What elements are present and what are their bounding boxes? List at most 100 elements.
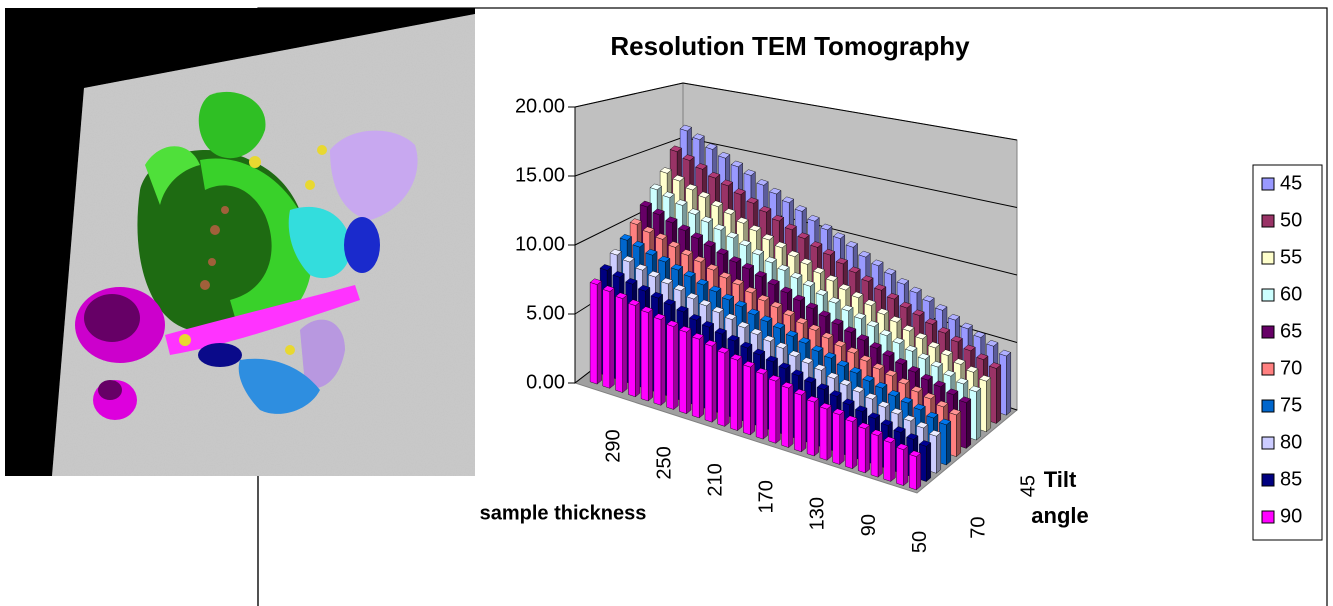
bar <box>666 324 674 410</box>
x-axis-title: sample thickness <box>480 502 647 524</box>
x-tick-label: 290 <box>602 429 624 462</box>
bar-side <box>877 431 883 478</box>
bar-side <box>1006 351 1011 416</box>
bar-side <box>622 294 628 394</box>
x-tick-label: 210 <box>705 463 727 496</box>
bar <box>602 289 610 389</box>
bar-side <box>609 287 615 389</box>
legend-swatch <box>1261 510 1275 524</box>
x-tick-label: 50 <box>909 531 931 553</box>
legend-swatch <box>1261 362 1275 376</box>
bar <box>653 317 662 406</box>
bar <box>819 406 828 461</box>
z-tick-label: 70 <box>967 517 989 539</box>
bar <box>858 426 866 474</box>
bar-side <box>596 280 602 385</box>
bar <box>909 454 917 491</box>
y-tick-label: 0.00 <box>526 371 565 393</box>
bar-side <box>956 410 961 458</box>
bar <box>896 447 904 486</box>
bar-side <box>976 387 981 441</box>
legend-swatch <box>1261 473 1275 487</box>
chart-title: Resolution TEM Tomography <box>610 31 970 61</box>
bar-side <box>916 452 921 491</box>
bar-side <box>686 328 692 415</box>
bar-side <box>903 445 909 487</box>
x-tick-label: 250 <box>654 446 676 479</box>
legend-swatch <box>1261 288 1275 302</box>
bar <box>806 399 815 457</box>
grid-line <box>574 82 1018 141</box>
bar-side <box>814 398 819 457</box>
bar-side <box>852 417 858 470</box>
bar-side <box>750 363 755 436</box>
bar-side <box>946 420 951 466</box>
y-tick-label: 10.00 <box>515 233 565 255</box>
bar-side <box>724 349 730 427</box>
legend-swatch <box>1261 214 1275 228</box>
bar-side <box>966 398 971 449</box>
bar <box>679 329 687 414</box>
bar-side <box>890 438 896 482</box>
depth-axis-title: Tilt angle <box>1031 467 1089 528</box>
legend: 45 50 55 60 65 70 75 80 85 90 <box>1252 164 1323 541</box>
bar-side <box>936 432 941 474</box>
bar-side <box>926 442 931 483</box>
x-tick-label: 170 <box>756 480 778 513</box>
bar <box>845 419 853 469</box>
bar <box>628 303 636 398</box>
legend-label: 90 <box>1280 505 1302 527</box>
bar-side <box>699 335 704 419</box>
legend-label: 55 <box>1280 246 1302 268</box>
bar <box>883 440 891 482</box>
bar-side <box>788 384 794 449</box>
bar-side <box>839 410 845 465</box>
bar <box>589 282 598 385</box>
bar-side <box>986 377 991 433</box>
bar-side <box>826 405 832 461</box>
bar <box>794 392 802 453</box>
legend-label: 60 <box>1280 283 1302 305</box>
bar-side <box>635 301 641 398</box>
y-tick-label: 20.00 <box>515 95 565 117</box>
legend-swatch <box>1261 177 1275 191</box>
legend-swatch <box>1261 399 1275 413</box>
bar <box>870 433 879 478</box>
bar <box>640 310 649 402</box>
bar-side <box>660 315 666 406</box>
bar <box>692 336 700 419</box>
legend-label: 70 <box>1280 357 1302 379</box>
bar-side <box>801 391 807 453</box>
x-tick-label: 130 <box>807 497 829 530</box>
bar <box>730 357 738 431</box>
legend-label: 85 <box>1280 468 1302 490</box>
z-tick-label: 45 <box>1017 475 1039 497</box>
legend-label: 65 <box>1280 320 1302 342</box>
bar-side <box>775 377 781 444</box>
legend-swatch <box>1261 325 1275 339</box>
legend-swatch <box>1261 436 1275 450</box>
y-tick-label: 15.00 <box>515 164 565 186</box>
x-tick-label: 90 <box>858 514 880 536</box>
legend-label: 45 <box>1280 172 1302 194</box>
bar-side <box>762 370 768 440</box>
bar-side <box>711 342 717 423</box>
bar <box>743 364 751 436</box>
bar <box>704 343 713 423</box>
legend-swatch <box>1261 251 1275 265</box>
bar-side <box>673 322 679 410</box>
bar <box>768 378 776 444</box>
bar-side <box>648 308 653 402</box>
y-tick-label: 5.00 <box>526 302 565 324</box>
legend-label: 50 <box>1280 209 1302 231</box>
legend-label: 75 <box>1280 394 1302 416</box>
bar <box>717 350 725 427</box>
bar-side <box>865 424 870 474</box>
bar-side <box>996 364 1001 424</box>
bar <box>615 296 623 393</box>
tomography-image <box>5 8 475 476</box>
legend-label: 80 <box>1280 431 1302 453</box>
bar <box>781 385 789 448</box>
